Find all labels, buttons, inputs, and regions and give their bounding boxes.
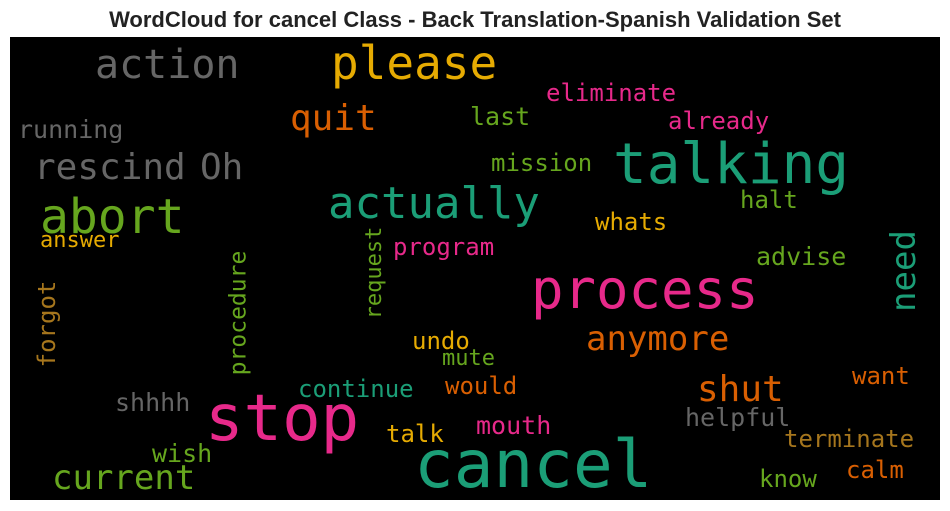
word-last: last bbox=[470, 102, 531, 131]
word-oh: Oh bbox=[200, 147, 244, 188]
word-cancel: cancel bbox=[414, 426, 653, 500]
word-running: running bbox=[18, 115, 124, 144]
word-mouth: mouth bbox=[476, 411, 552, 440]
word-forgot: forgot bbox=[33, 280, 61, 368]
word-talk: talk bbox=[386, 420, 444, 448]
word-know: know bbox=[759, 465, 817, 493]
word-request: request bbox=[362, 226, 387, 320]
word-anymore: anymore bbox=[586, 319, 730, 359]
word-rescind: rescind bbox=[34, 147, 186, 188]
word-want: want bbox=[852, 362, 910, 390]
word-abort: abort bbox=[40, 189, 185, 245]
word-would: would bbox=[445, 372, 518, 400]
word-already: already bbox=[668, 107, 770, 135]
word-program: program bbox=[393, 233, 495, 261]
word-quit: quit bbox=[290, 98, 377, 139]
word-undo: undo bbox=[412, 327, 470, 355]
word-procedure: procedure bbox=[225, 250, 252, 376]
word-helpful: helpful bbox=[685, 403, 791, 432]
word-calm: calm bbox=[846, 456, 904, 484]
word-terminate: terminate bbox=[784, 425, 915, 453]
word-whats: whats bbox=[595, 208, 668, 236]
word-actually: actually bbox=[328, 178, 540, 229]
word-wish: wish bbox=[152, 439, 213, 468]
word-shut: shut bbox=[697, 369, 784, 410]
word-halt: halt bbox=[740, 186, 798, 214]
word-please: please bbox=[331, 37, 498, 90]
chart-title: WordCloud for cancel Class - Back Transl… bbox=[109, 7, 841, 32]
word-continue: continue bbox=[298, 375, 414, 403]
word-talking: talking bbox=[613, 132, 850, 197]
word-shhhh: shhhh bbox=[115, 388, 191, 417]
word-mute: mute bbox=[442, 346, 495, 371]
word-answer: answer bbox=[40, 228, 120, 253]
word-need: need bbox=[884, 230, 924, 312]
word-stop: stop bbox=[205, 382, 360, 456]
word-action: action bbox=[95, 42, 240, 88]
word-mission: mission bbox=[491, 149, 593, 177]
word-current: current bbox=[52, 458, 196, 498]
word-advise: advise bbox=[756, 242, 847, 271]
word-eliminate: eliminate bbox=[546, 79, 677, 107]
word-process: process bbox=[531, 258, 759, 321]
word-cloud: action please eliminate running quit las… bbox=[10, 37, 940, 500]
